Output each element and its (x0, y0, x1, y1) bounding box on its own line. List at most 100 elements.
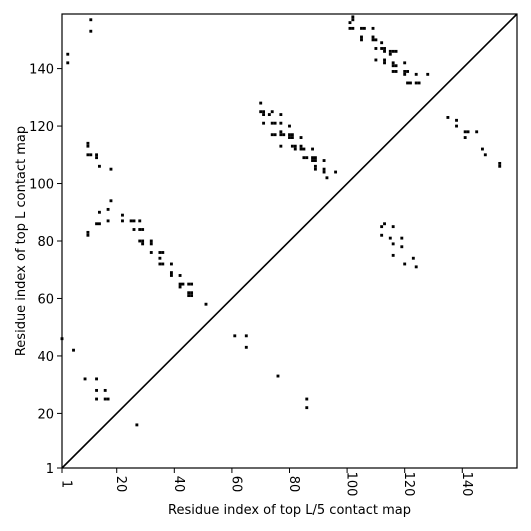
contact-point-top-l (498, 164, 502, 168)
contact-point-top-l (169, 271, 173, 275)
contact-point-top-l (325, 176, 329, 180)
contact-point-top-l (288, 133, 291, 137)
contact-point-top-l (89, 18, 93, 22)
contact-point-top-l (86, 233, 90, 237)
x-tick-label: 120 (401, 472, 416, 497)
contact-point-top-l5 (391, 225, 395, 229)
contact-point-top-l5 (72, 348, 75, 352)
y-tick-label: 140 (29, 63, 54, 78)
contact-point-top-l (66, 52, 70, 56)
contact-point-top-l (121, 213, 124, 217)
contact-point-top-l (380, 41, 384, 45)
contact-point-top-l5 (305, 397, 309, 401)
contact-point-top-l5 (103, 397, 107, 401)
contact-point-top-l (293, 147, 297, 151)
contact-point-top-l (95, 222, 98, 226)
contact-point-top-l5 (233, 334, 237, 338)
contact-point-top-l (187, 291, 191, 295)
contact-point-top-l (270, 133, 274, 137)
contact-point-top-l (409, 81, 412, 85)
contact-point-top-l (158, 262, 162, 266)
contact-point-top-l (348, 26, 352, 30)
contact-point-top-l (391, 70, 395, 73)
contact-point-top-l (302, 156, 306, 160)
contact-point-top-l (313, 159, 317, 162)
contact-point-top-l (86, 230, 90, 234)
contact-point-top-l (169, 274, 173, 277)
contact-point-top-l5 (135, 423, 139, 427)
contact-point-top-l (348, 21, 352, 25)
contact-point-top-l (279, 133, 283, 137)
y-tick-label: 20 (37, 407, 54, 422)
contact-point-top-l (403, 72, 407, 76)
contact-point-top-l (475, 130, 479, 134)
contact-point-top-l (334, 170, 338, 174)
contact-point-top-l (463, 136, 467, 139)
y-tick-label: 80 (37, 235, 54, 250)
contact-point-top-l (371, 38, 375, 42)
x-tick-label: 60 (228, 476, 243, 493)
contact-point-top-l (414, 72, 418, 76)
contact-point-top-l (383, 61, 386, 65)
contact-point-top-l (455, 118, 458, 122)
contact-point-top-l (403, 70, 407, 73)
contact-point-top-l (132, 219, 136, 223)
contact-point-top-l (86, 141, 90, 145)
contact-point-top-l (313, 167, 317, 171)
contact-point-top-l (161, 251, 165, 254)
contact-point-top-l5 (106, 397, 110, 401)
contact-point-top-l (313, 164, 317, 168)
contact-point-top-l (360, 35, 363, 39)
contact-point-top-l (279, 144, 283, 148)
contact-point-top-l (288, 124, 291, 128)
contact-point-top-l (262, 113, 266, 116)
contact-point-top-l (406, 70, 410, 73)
contact-point-top-l (483, 153, 487, 157)
contact-point-top-l (149, 251, 153, 254)
contact-point-top-l (98, 222, 101, 226)
contact-point-top-l (299, 147, 303, 151)
contact-point-top-l (169, 262, 173, 266)
y-tick-label: 1 (46, 462, 54, 477)
contact-point-top-l (426, 72, 430, 76)
y-tick-label: 40 (37, 350, 54, 365)
contact-point-top-l (161, 262, 165, 266)
contact-point-top-l (446, 116, 450, 119)
contact-point-top-l (98, 210, 101, 214)
contact-point-top-l5 (95, 397, 98, 401)
contact-point-top-l (383, 47, 386, 50)
x-tick-label: 1 (59, 480, 74, 488)
contact-point-top-l (360, 38, 363, 42)
contact-point-top-l (299, 144, 303, 148)
contact-point-top-l (305, 156, 309, 160)
contact-point-top-l (380, 47, 384, 50)
x-tick-label: 140 (459, 472, 474, 497)
contact-point-top-l (138, 239, 142, 243)
contact-point-top-l (282, 133, 286, 137)
contact-point-top-l (394, 70, 398, 73)
contact-point-top-l5 (414, 265, 418, 269)
contact-point-top-l (270, 121, 274, 125)
x-tick-label: 40 (171, 476, 186, 493)
contact-point-top-l (149, 239, 153, 243)
y-axis-label: Residue index of top L contact map (14, 126, 29, 356)
contact-point-top-l5 (411, 256, 415, 260)
contact-point-top-l (204, 302, 208, 306)
contact-point-top-l (181, 282, 185, 286)
contact-point-top-l (322, 170, 326, 174)
contact-point-top-l5 (83, 377, 87, 381)
contact-point-top-l (388, 52, 392, 56)
contact-point-top-l (481, 147, 484, 151)
contact-point-top-l (311, 147, 314, 151)
contact-point-top-l (267, 113, 271, 116)
contact-point-top-l (158, 256, 162, 260)
contact-point-top-l (141, 242, 145, 246)
contact-point-top-l (259, 101, 263, 105)
contact-point-top-l5 (400, 236, 404, 240)
contact-point-top-l (98, 164, 101, 168)
contact-point-top-l (455, 124, 458, 128)
contact-point-top-l (279, 113, 283, 116)
contact-point-top-l (466, 130, 470, 134)
